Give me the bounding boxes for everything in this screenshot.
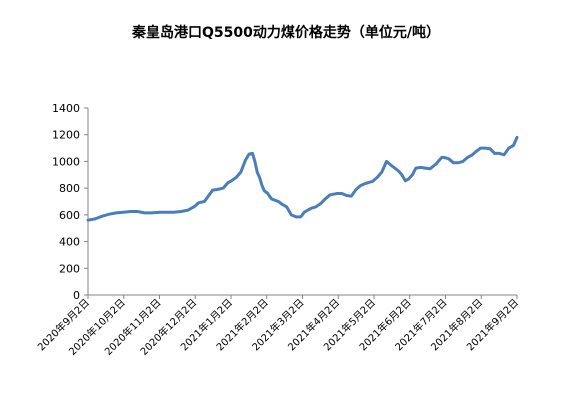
- y-tick-label: 1400: [52, 102, 80, 115]
- y-tick-label: 1200: [52, 129, 80, 142]
- y-tick-label: 0: [73, 289, 80, 302]
- y-tick-label: 600: [59, 209, 80, 222]
- y-tick-label: 800: [59, 182, 80, 195]
- y-tick-label: 400: [59, 236, 80, 249]
- y-tick-label: 1000: [52, 155, 80, 168]
- chart-title: 秦皇岛港口Q5500动力煤价格走势（单位元/吨）: [131, 24, 440, 41]
- y-axis-ticks: 0 200 400 600 800 1000 1200 1400: [52, 102, 88, 302]
- price-line: [86, 135, 519, 222]
- y-tick-label: 200: [59, 262, 80, 275]
